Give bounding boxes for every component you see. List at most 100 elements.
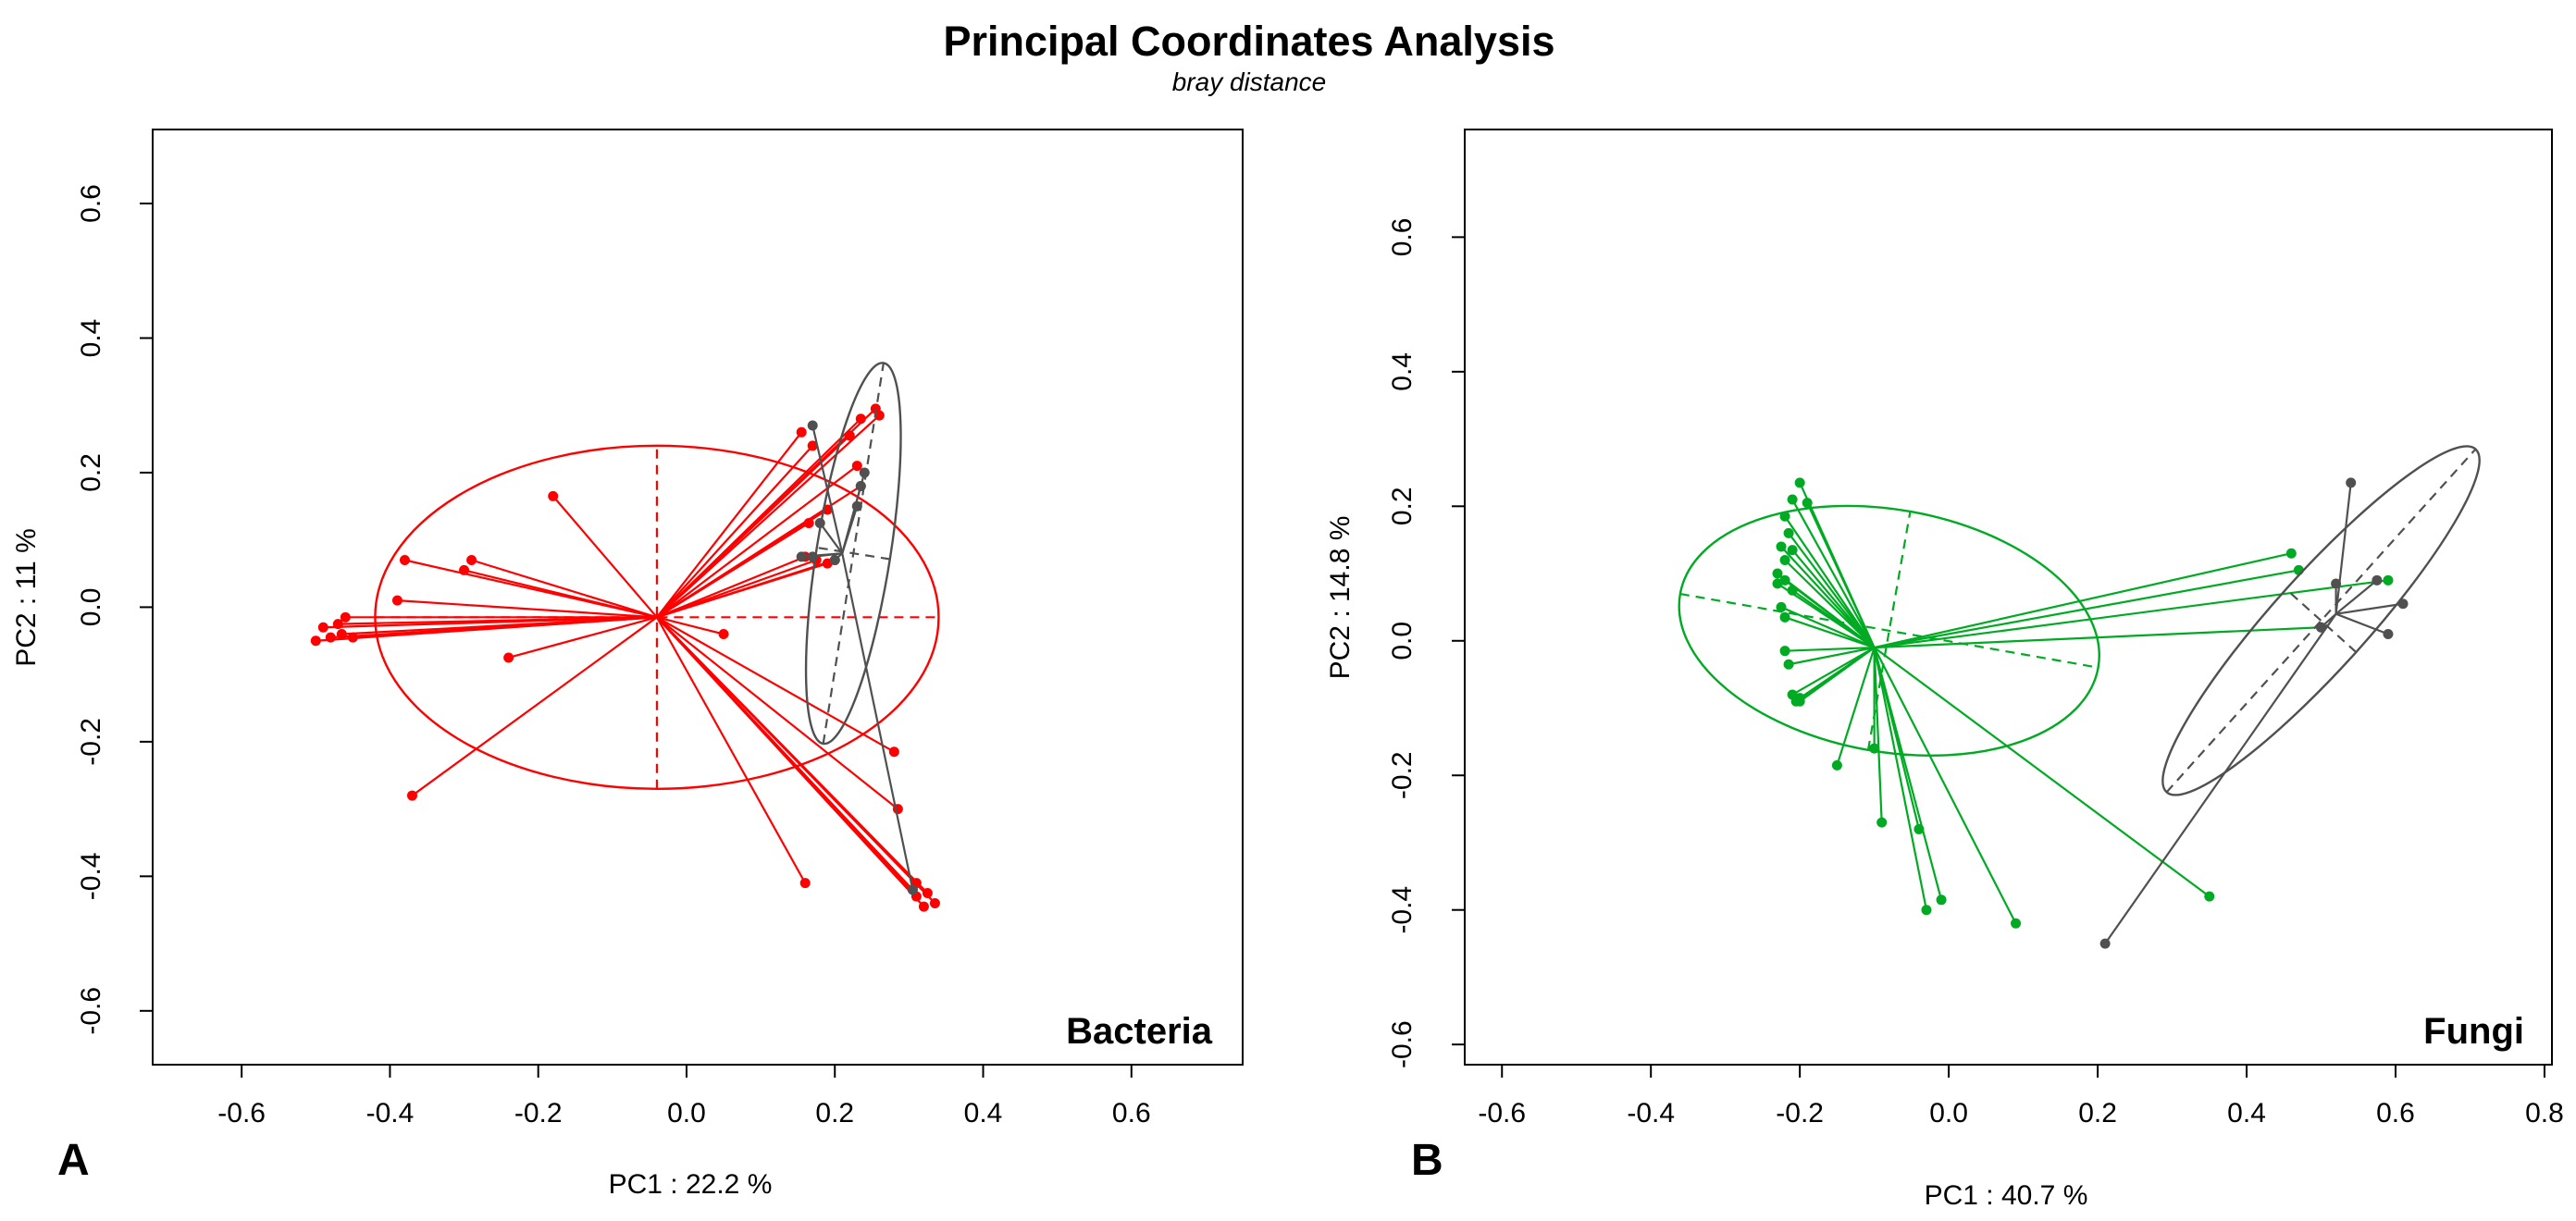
- data-point: [459, 564, 470, 575]
- data-point: [907, 884, 918, 895]
- series-group: [1678, 477, 2394, 929]
- spider-line: [1785, 646, 1875, 652]
- data-point: [1772, 568, 1783, 579]
- data-point: [855, 480, 866, 491]
- data-point: [2383, 574, 2394, 586]
- data-point: [796, 551, 807, 562]
- spider-line: [397, 599, 657, 619]
- data-point: [873, 410, 885, 421]
- spider-line: [411, 616, 658, 796]
- x-axis-label: PC1 : 40.7 %: [1925, 1180, 2088, 1211]
- y-tick-label: 0.2: [76, 453, 106, 492]
- y-tick-label: 0.0: [76, 588, 106, 627]
- spider-line: [338, 616, 657, 625]
- data-point: [503, 652, 514, 663]
- data-point: [325, 632, 336, 643]
- ellipse-minor-axis: [816, 546, 890, 561]
- data-point: [2397, 598, 2409, 610]
- data-point: [310, 635, 321, 647]
- spider-line: [1791, 499, 1876, 648]
- x-tick-label: 0.0: [667, 1098, 706, 1128]
- data-point: [803, 517, 814, 528]
- x-tick-label: 0.6: [1112, 1098, 1151, 1128]
- series-group: [2099, 445, 2481, 949]
- spider-line: [1784, 616, 1875, 649]
- data-point: [814, 517, 825, 528]
- y-tick-label: 0.4: [76, 319, 106, 358]
- y-tick-label: -0.4: [1387, 886, 1418, 934]
- x-tick-label: 0.2: [815, 1098, 854, 1128]
- y-axis-ticks: -0.6 -0.4 -0.2 0.0 0.2 0.4 0.6: [1387, 218, 1465, 1068]
- spider-line: [1799, 647, 1876, 699]
- data-point: [1772, 578, 1783, 589]
- spider-line: [1836, 647, 1876, 766]
- spider-line: [656, 616, 724, 635]
- spider-line: [656, 616, 895, 753]
- data-point: [347, 632, 358, 643]
- x-tick-label: 0.0: [1929, 1098, 1968, 1128]
- plot-frame: [152, 129, 1244, 1066]
- spider-line: [464, 569, 658, 619]
- spider-line: [656, 464, 858, 619]
- y-tick-label: 0.6: [1387, 218, 1418, 257]
- spider-line: [2104, 613, 2337, 944]
- series-group: [796, 362, 918, 895]
- spider-line: [1788, 532, 1876, 648]
- y-axis-label: PC2 : 11 %: [11, 528, 42, 667]
- data-point: [2099, 938, 2111, 949]
- data-point: [1779, 511, 1790, 522]
- spider-line: [656, 445, 814, 619]
- y-tick-label: 0.0: [1387, 622, 1418, 660]
- spider-line: [2335, 602, 2404, 615]
- data-point: [391, 595, 402, 606]
- ellipse-minor-axis: [2285, 588, 2358, 653]
- data-point: [2346, 477, 2357, 488]
- data-point: [340, 611, 351, 623]
- x-tick-label: 0.4: [964, 1098, 1003, 1128]
- panel-label: Bacteria: [1066, 1011, 1213, 1052]
- spider-line: [1873, 647, 1943, 901]
- data-point: [888, 746, 899, 758]
- spider-line: [656, 435, 851, 619]
- y-tick-label: -0.4: [76, 852, 106, 900]
- data-point: [796, 426, 807, 438]
- data-point: [807, 440, 818, 451]
- spider-line: [1873, 648, 1883, 823]
- spider-line: [1791, 647, 1876, 696]
- data-point: [1783, 527, 1794, 538]
- ellipse-major-axis: [1679, 592, 2099, 669]
- data-point: [2383, 629, 2394, 640]
- y-tick-label: -0.2: [1387, 751, 1418, 799]
- y-tick-label: 0.2: [1387, 487, 1418, 525]
- data-point: [1776, 541, 1787, 552]
- spider-line: [1874, 552, 2292, 649]
- data-point: [718, 629, 729, 640]
- data-point: [548, 490, 559, 501]
- y-tick-label: 0.6: [76, 184, 106, 223]
- spider-line: [508, 616, 658, 660]
- data-point: [1794, 477, 1805, 488]
- spider-line: [1873, 647, 1928, 910]
- x-tick-label: 0.8: [2525, 1098, 2564, 1128]
- spider-line: [819, 522, 844, 554]
- confidence-ellipse: [2161, 445, 2481, 796]
- spider-line: [811, 425, 844, 554]
- x-tick-label: -0.6: [217, 1098, 266, 1128]
- data-point: [466, 554, 477, 565]
- spider-line: [1780, 546, 1876, 648]
- y-axis-ticks: -0.6 -0.4 -0.2 0.0 0.2 0.4 0.6: [76, 184, 153, 1035]
- spider-line: [353, 616, 657, 639]
- data-point: [929, 897, 940, 908]
- spider-line: [2334, 579, 2378, 615]
- y-tick-label: -0.2: [76, 718, 106, 766]
- spider-line: [1784, 559, 1876, 648]
- x-tick-label: 0.2: [2078, 1098, 2117, 1128]
- data-point: [406, 790, 417, 801]
- data-point: [1802, 498, 1813, 509]
- spider-line: [841, 505, 859, 554]
- data-point: [332, 619, 343, 630]
- data-point: [807, 420, 818, 431]
- x-axis-label: PC1 : 22.2 %: [609, 1169, 773, 1200]
- data-point: [317, 622, 328, 633]
